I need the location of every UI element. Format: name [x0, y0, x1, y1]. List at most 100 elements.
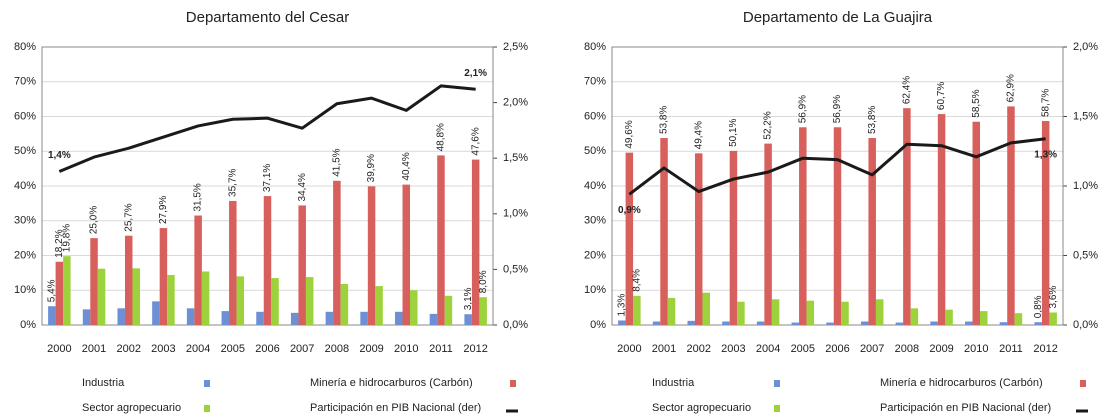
x-tick-label: 2009 [929, 343, 953, 355]
y-tick-label: 60% [14, 110, 36, 122]
bar [965, 321, 973, 325]
data-label: 62,4% [902, 76, 913, 104]
bar [402, 184, 411, 325]
bar [860, 321, 869, 325]
y2-tick-label: 0,5% [503, 263, 528, 275]
legend-marker [774, 405, 780, 412]
x-tick-label: 2009 [359, 343, 383, 355]
x-tick-label: 2002 [116, 343, 140, 355]
data-label: 50,1% [728, 118, 739, 146]
bar [340, 283, 349, 325]
bar [410, 290, 418, 325]
bar [625, 152, 634, 325]
bar [945, 309, 953, 325]
legend-marker [774, 380, 780, 387]
legend-label: Sector agropecuario [652, 402, 751, 414]
line [628, 137, 1046, 196]
x-tick-label: 2001 [652, 343, 676, 355]
bar [910, 308, 919, 325]
bar [263, 196, 272, 325]
line-label: 2,1% [464, 68, 487, 79]
bar [999, 322, 1008, 325]
bar [1049, 312, 1057, 325]
bar [375, 286, 383, 325]
data-label: 18,2% [54, 229, 65, 257]
bar [464, 314, 472, 325]
x-tick-label: 2006 [825, 343, 849, 355]
bar [833, 127, 842, 326]
bar [667, 297, 676, 325]
data-label: 49,4% [693, 121, 704, 149]
data-label: 62,9% [1006, 74, 1017, 102]
x-tick-label: 2002 [686, 343, 710, 355]
data-label: 56,9% [832, 95, 843, 123]
data-label: 19,8% [61, 224, 72, 252]
bar [660, 138, 668, 325]
bar [687, 320, 695, 325]
y-tick-label: 50% [584, 145, 606, 157]
x-tick-label: 2004 [186, 343, 210, 355]
bar [875, 299, 884, 325]
bar [298, 205, 306, 325]
y2-tick-label: 2,5% [503, 41, 528, 53]
legend-marker [1080, 380, 1086, 387]
data-label: 3,1% [463, 287, 474, 310]
bar [633, 295, 641, 325]
y-tick-label: 60% [584, 110, 606, 122]
legend-label: Participación en PIB Nacional (der) [880, 402, 1051, 414]
bar [186, 308, 195, 325]
bar [290, 312, 299, 325]
bar [702, 292, 710, 325]
bar [360, 311, 368, 325]
y2-tick-label: 2,0% [1073, 41, 1098, 53]
line-label: 1,3% [1034, 149, 1057, 160]
bar [97, 268, 106, 325]
bar [256, 311, 264, 325]
bar [90, 238, 98, 325]
x-tick-label: 2000 [617, 343, 641, 355]
bar [221, 311, 230, 325]
bar [132, 268, 140, 325]
bar [618, 320, 626, 325]
bar [471, 159, 480, 325]
bar [1007, 106, 1015, 325]
y-tick-label: 80% [584, 41, 606, 53]
bar [972, 121, 981, 326]
legend-label: Minería e hidrocarburos (Carbón) [880, 377, 1043, 389]
line-label: 0,9% [618, 205, 641, 216]
y2-tick-label: 2,0% [503, 97, 528, 109]
bar [48, 306, 56, 325]
data-label: 34,4% [297, 173, 308, 201]
bar [895, 322, 904, 325]
bar [325, 311, 334, 325]
bar [791, 322, 800, 325]
x-tick-label: 2008 [325, 343, 349, 355]
y-tick-label: 50% [14, 145, 36, 157]
bar [1041, 121, 1050, 325]
bar [271, 278, 279, 325]
x-tick-label: 2007 [290, 343, 314, 355]
y-tick-label: 70% [14, 76, 36, 88]
y-tick-label: 40% [14, 180, 36, 192]
bar [124, 235, 133, 325]
y-tick-label: 0% [590, 319, 606, 331]
bar [333, 180, 341, 325]
y2-tick-label: 0,0% [1073, 319, 1098, 331]
data-label: 60,7% [936, 82, 947, 110]
bar [771, 299, 780, 325]
bar [429, 313, 438, 325]
bar [694, 153, 703, 325]
bar [806, 300, 815, 325]
legend-marker [204, 380, 210, 387]
bar [799, 127, 807, 326]
x-tick-label: 2011 [429, 343, 453, 355]
data-label: 40,4% [401, 152, 412, 180]
data-label: 52,2% [763, 111, 774, 139]
bar [868, 138, 876, 325]
y-tick-label: 70% [584, 76, 606, 88]
x-tick-label: 2004 [756, 343, 780, 355]
y2-tick-label: 1,0% [503, 208, 528, 220]
bar [652, 321, 661, 325]
y-tick-label: 20% [14, 249, 36, 261]
bar [479, 297, 487, 325]
